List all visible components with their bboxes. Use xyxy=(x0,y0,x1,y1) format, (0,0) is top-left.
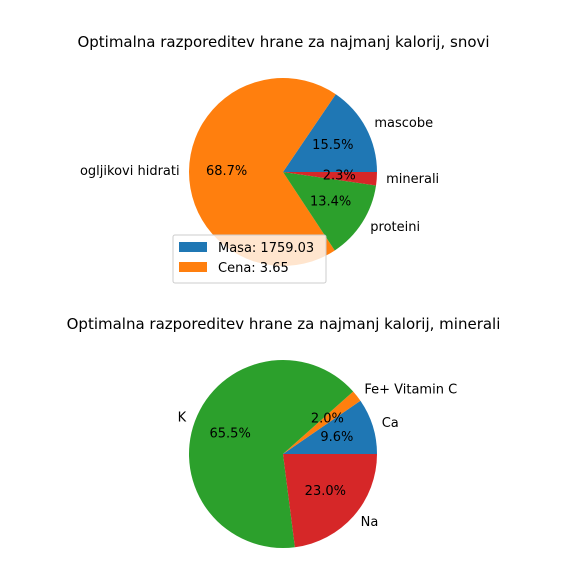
pie-slice-na xyxy=(283,454,377,548)
pie-chart-2: Ca 9.6% Fe+ Vitamin C 2.0% K 65.5% Na 23.0% xyxy=(178,360,457,549)
pie-slice-fe-vitamin-c xyxy=(283,391,361,454)
slice-label-minerali: minerali xyxy=(386,172,439,187)
slice-label-ogljikovi-hidrati: ogljikovi hidrati xyxy=(80,164,180,179)
slice-percent-k: 65.5% xyxy=(210,427,251,442)
pie-chart-1: mascobe 15.5% ogljikovi hidrati 68.7% protei… xyxy=(80,78,439,266)
pie-slice-ogljikovi-hidrati xyxy=(189,78,336,266)
pie-slice-k xyxy=(189,360,354,549)
slice-label-mascobe: mascobe xyxy=(374,116,433,131)
pie-slice-mascobe xyxy=(283,94,377,172)
slice-percent-mascobe: 15.5% xyxy=(312,138,353,153)
slice-percent-na: 23.0% xyxy=(305,484,346,499)
legend-swatch-masa xyxy=(179,242,207,252)
slice-percent-minerali: 2.3% xyxy=(323,169,356,184)
legend-swatch-cena xyxy=(179,262,207,272)
slice-label-k: K xyxy=(178,410,187,425)
legend-entry-masa: Masa: 1759.03 xyxy=(218,241,314,256)
legend-box xyxy=(172,234,327,284)
legend-entry-cena: Cena: 3.65 xyxy=(218,261,289,276)
slice-percent-fe-vitamin-c: 2.0% xyxy=(311,412,344,427)
slice-label-proteini: proteini xyxy=(370,220,420,235)
chart-1-title: Optimalna razporeditev hrane za najmanj … xyxy=(77,33,489,51)
slice-label-na: Na xyxy=(361,515,379,530)
pie-slice-ca xyxy=(283,400,377,454)
slice-percent-ogljikovi-hidrati: 68.7% xyxy=(206,164,247,179)
legend: Masa: 1759.03 Cena: 3.65 xyxy=(172,234,327,284)
slice-percent-proteini: 13.4% xyxy=(310,195,351,210)
chart-2-title: Optimalna razporeditev hrane za najmanj … xyxy=(67,315,501,333)
pie-slice-proteini xyxy=(283,172,377,251)
slice-label-ca: Ca xyxy=(382,416,399,431)
slice-percent-ca: 9.6% xyxy=(320,430,353,445)
slice-label-fe-vitamin-c: Fe+ Vitamin C xyxy=(364,383,457,398)
pie-slice-minerali xyxy=(283,172,377,186)
